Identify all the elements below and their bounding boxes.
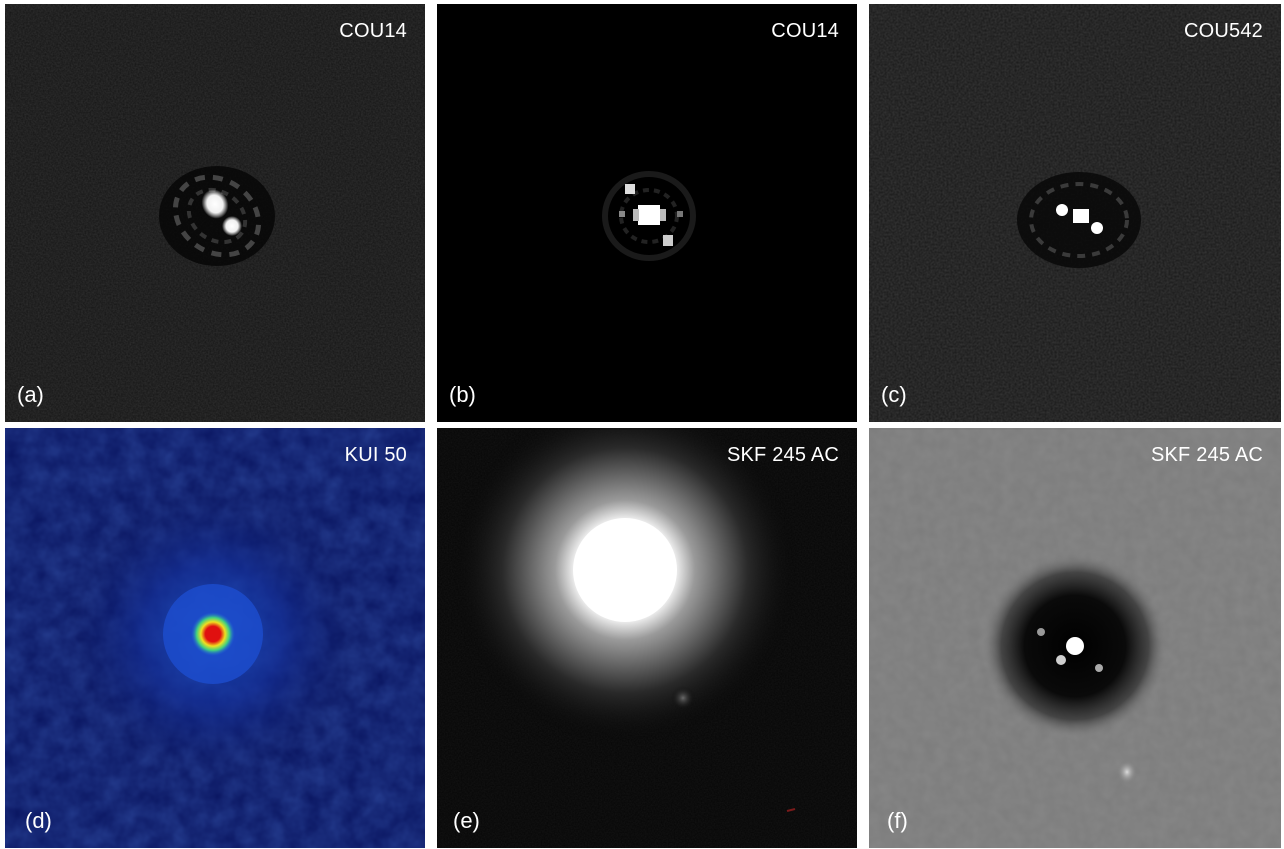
star-name: KUI 50 — [344, 444, 407, 466]
binary-star-image-c — [869, 4, 1281, 422]
panel-c: COU542 (c) — [869, 4, 1281, 422]
panel-a: COU14 (a) — [5, 4, 425, 422]
panel-label: (e) — [453, 808, 480, 833]
binary-star-image-a — [5, 4, 425, 422]
panel-f: SKF 245 AC (f) — [869, 428, 1281, 848]
star-name: SKF 245 AC — [726, 444, 839, 466]
panel-label: (b) — [449, 382, 476, 407]
star-name: SKF 245 AC — [1150, 444, 1263, 466]
star-with-companion-image-e — [437, 428, 857, 848]
panel-e: SKF 245 AC (e) — [437, 428, 857, 848]
false-color-star-image-d — [5, 428, 425, 848]
binary-star-image-b — [602, 171, 696, 261]
star-name: COU14 — [339, 20, 407, 42]
star-name: COU542 — [1183, 20, 1263, 42]
panel-b: COU14 (b) — [437, 4, 857, 422]
panel-label: (a) — [17, 382, 44, 407]
panel-label: (f) — [887, 808, 908, 833]
panel-d: KUI 50 (d) — [5, 428, 425, 848]
processed-star-image-f — [869, 428, 1281, 848]
panel-label: (c) — [881, 382, 907, 407]
panel-label: (d) — [25, 808, 52, 833]
star-name: COU14 — [771, 20, 839, 42]
